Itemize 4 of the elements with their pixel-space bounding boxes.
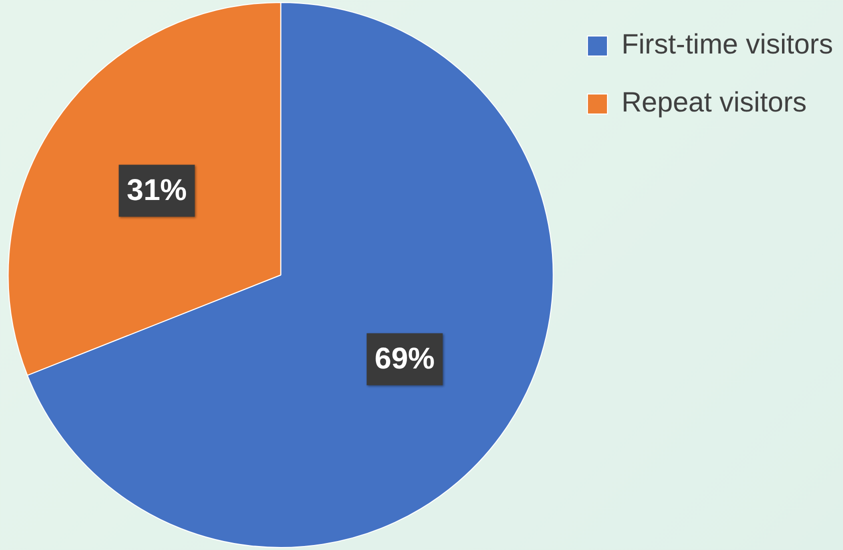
legend-label: First-time visitors xyxy=(621,28,833,60)
legend-label: Repeat visitors xyxy=(621,86,807,118)
data-label: 31% xyxy=(126,174,187,208)
data-label: 69% xyxy=(374,342,435,376)
